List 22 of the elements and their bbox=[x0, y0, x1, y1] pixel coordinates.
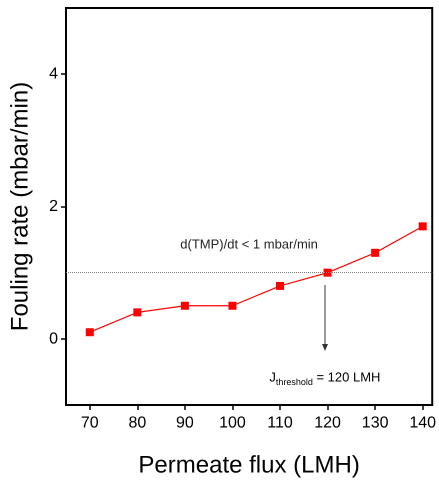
point bbox=[228, 302, 236, 310]
point bbox=[418, 222, 427, 230]
x-axis-title: Permeate flux (LMH) bbox=[138, 452, 360, 478]
x-tick-label: 80 bbox=[128, 414, 146, 432]
x-tick-label: 70 bbox=[80, 414, 99, 432]
point bbox=[276, 282, 284, 290]
x-tick-label: 100 bbox=[219, 414, 246, 432]
x-tick-label: 140 bbox=[409, 414, 436, 432]
y-tick-label: 2 bbox=[49, 198, 58, 215]
y-tick-label: 0 bbox=[49, 330, 58, 348]
ref-line-label: d(TMP)/dt < 1 mbar/min bbox=[180, 236, 318, 252]
point bbox=[180, 302, 189, 310]
x-tick-label: 120 bbox=[314, 414, 342, 432]
x-tick-label: 130 bbox=[362, 414, 389, 432]
point bbox=[324, 268, 332, 277]
y-axis-title: Fouling rate (mbar/min) bbox=[6, 82, 34, 332]
x-tick-label: 110 bbox=[267, 414, 293, 432]
point bbox=[371, 248, 380, 257]
point bbox=[133, 308, 142, 316]
point bbox=[86, 328, 94, 336]
x-tick-label: 90 bbox=[176, 414, 194, 432]
y-tick-label: 4 bbox=[49, 66, 58, 83]
